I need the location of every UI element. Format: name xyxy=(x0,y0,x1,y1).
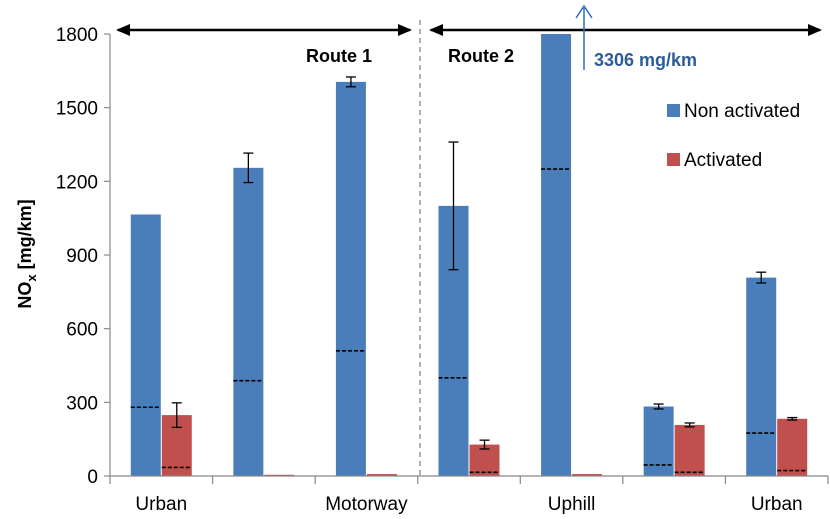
y-tick-labels: 0 300 600 900 1200 1500 1800 xyxy=(56,25,98,488)
bar-activated xyxy=(264,474,295,476)
legend-label-activated: Activated xyxy=(684,150,762,171)
x-tick-label: Urban xyxy=(751,494,803,515)
y-axis-label-unit: [mg/km] xyxy=(15,199,35,274)
x-tick-label: Uphill xyxy=(548,494,596,515)
bar-activated xyxy=(366,474,397,476)
legend-label-non-activated: Non activated xyxy=(684,101,800,122)
x-axis xyxy=(109,475,829,484)
route-2-label: Route 2 xyxy=(448,46,514,66)
route-2-arrow xyxy=(429,24,822,36)
legend: Non activated Activated xyxy=(667,101,800,171)
y-axis-label: NOx [mg/km] xyxy=(15,199,39,308)
y-tick-label: 0 xyxy=(87,467,98,488)
x-tick-labels: Urban Motorway Uphill Urban xyxy=(135,494,802,515)
bar-activated xyxy=(469,444,500,476)
y-axis-label-main: NO xyxy=(15,282,35,309)
bar-activated xyxy=(674,424,705,476)
bar-non-activated xyxy=(335,81,366,476)
overflow-arrow xyxy=(575,4,593,70)
legend-swatch-non-activated xyxy=(667,104,680,117)
route-1-arrow xyxy=(116,24,412,36)
bar-non-activated xyxy=(746,277,777,476)
x-tick-label: Urban xyxy=(135,494,187,515)
y-axis xyxy=(104,33,111,477)
y-tick-label: 1800 xyxy=(56,25,98,46)
y-tick-label: 1200 xyxy=(56,172,98,193)
x-tick-label: Motorway xyxy=(325,494,408,515)
overflow-value-label: 3306 mg/km xyxy=(594,50,697,70)
y-tick-label: 900 xyxy=(66,246,98,267)
y-axis-label-subscript: x xyxy=(24,274,39,282)
bars xyxy=(130,34,808,477)
bar-non-activated xyxy=(233,167,264,477)
bar-non-activated xyxy=(541,34,572,476)
y-tick-label: 600 xyxy=(66,320,98,341)
legend-swatch-activated xyxy=(667,153,680,166)
bar-activated xyxy=(777,418,808,476)
bar-activated xyxy=(572,474,603,476)
y-tick-label: 1500 xyxy=(56,99,98,120)
route-1-label: Route 1 xyxy=(306,46,372,66)
y-tick-label: 300 xyxy=(66,393,98,414)
bar-non-activated xyxy=(130,214,161,476)
